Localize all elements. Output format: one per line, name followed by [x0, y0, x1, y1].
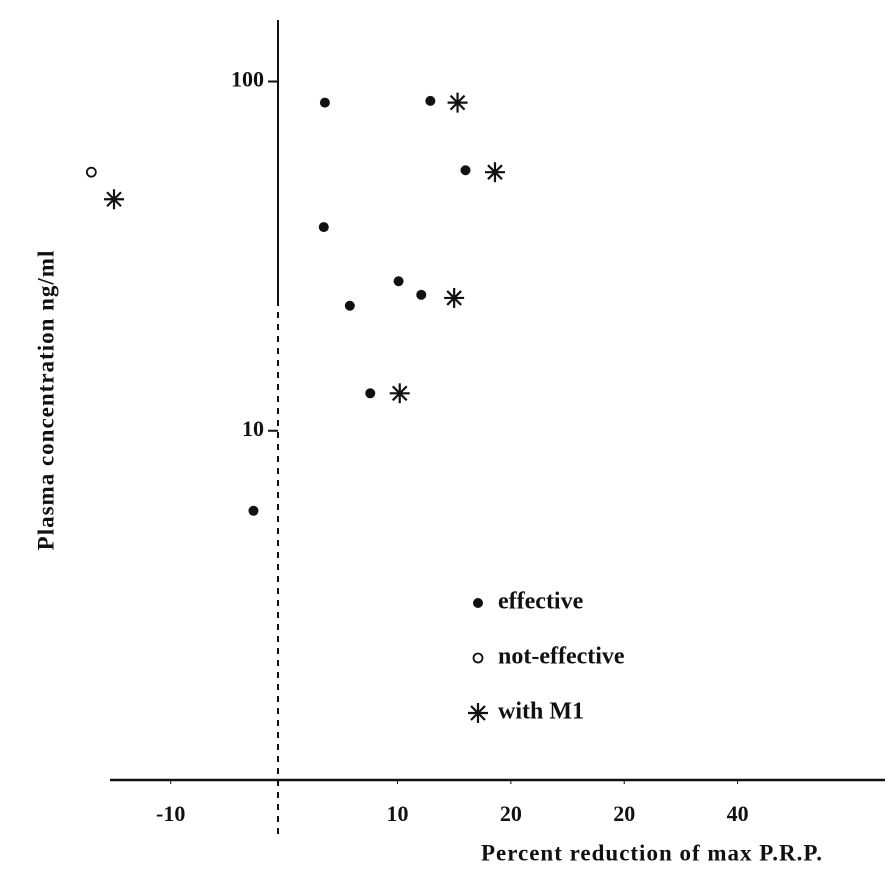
point	[425, 95, 436, 106]
point	[319, 97, 330, 108]
point	[104, 189, 125, 210]
point-stroke	[391, 385, 408, 402]
x-tick-label: 20	[500, 801, 522, 826]
point	[344, 300, 355, 311]
point	[447, 92, 468, 113]
point	[484, 162, 505, 183]
x-tick-label: 40	[727, 801, 749, 826]
point	[468, 703, 488, 723]
legend-label: with M1	[498, 699, 584, 725]
point	[85, 166, 97, 178]
point	[460, 165, 471, 176]
legend-label: effective	[498, 589, 584, 615]
point	[389, 383, 410, 404]
point-stroke	[106, 191, 122, 208]
x-tick-label: 10	[386, 801, 408, 826]
x-tick-label: 20	[613, 801, 635, 826]
y-tick-label: 10	[242, 416, 264, 441]
point	[393, 276, 404, 287]
y-tick-label: 100	[231, 67, 264, 92]
point	[318, 222, 329, 233]
point	[365, 388, 376, 399]
x-axis-label: Percent reduction of max P.R.P.	[481, 840, 823, 865]
legend-label: not-effective	[498, 644, 625, 670]
point-stroke	[470, 705, 486, 721]
point	[416, 289, 427, 300]
point-stroke	[487, 164, 503, 180]
point-stroke	[449, 94, 466, 111]
point	[444, 287, 465, 308]
x-tick-label: -10	[156, 801, 185, 826]
point	[472, 652, 484, 664]
point	[473, 598, 483, 608]
point-stroke	[446, 290, 462, 306]
point	[248, 505, 259, 516]
y-axis-label: Plasma concentration ng/ml	[33, 250, 58, 551]
